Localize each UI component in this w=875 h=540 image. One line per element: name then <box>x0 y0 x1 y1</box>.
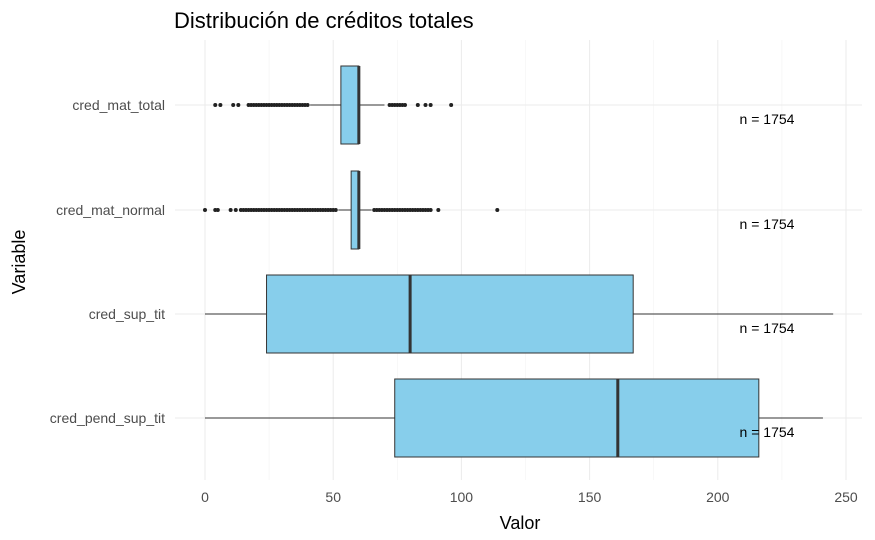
outlier-point <box>428 103 433 107</box>
outlier-point <box>228 208 233 212</box>
outlier-point <box>233 208 238 212</box>
outlier-point <box>203 208 207 212</box>
tick-layer: 0 50 100 150 200 250 cred_mat_total cred_mat_no… <box>50 97 858 505</box>
outlier-point <box>236 103 241 107</box>
outlier-point <box>215 208 220 212</box>
box-group-cred-mat-normal <box>203 170 500 250</box>
chart-title: Distribución de créditos totales <box>174 8 474 33</box>
box-iqr <box>394 378 760 458</box>
outlier-point <box>333 208 338 212</box>
annotation-layer: n = 1754 n = 1754 n = 1754 n = 1754 <box>740 111 795 440</box>
outlier-point <box>495 208 500 212</box>
n-annotation: n = 1754 <box>740 424 795 440</box>
x-tick-label: 200 <box>706 489 730 505</box>
x-tick-label: 250 <box>834 489 858 505</box>
box-iqr <box>340 65 360 145</box>
outlier-point <box>428 208 433 212</box>
y-axis-title: Variable <box>9 230 29 295</box>
outlier-point <box>436 208 441 212</box>
y-tick-label: cred_mat_total <box>72 97 165 113</box>
box-layer <box>203 65 834 458</box>
box-group-cred-pend-sup-tit <box>205 378 823 458</box>
x-tick-label: 0 <box>201 489 209 505</box>
outlier-point <box>415 103 420 107</box>
box-group-cred-mat-total <box>213 65 454 145</box>
y-tick-label: cred_pend_sup_tit <box>50 410 165 426</box>
x-tick-label: 100 <box>450 489 474 505</box>
x-tick-label: 150 <box>578 489 602 505</box>
outlier-point <box>402 103 407 107</box>
box-group-cred-sup-tit <box>205 274 834 354</box>
outlier-point <box>305 103 310 107</box>
x-tick-label: 50 <box>325 489 341 505</box>
n-annotation: n = 1754 <box>740 111 795 127</box>
n-annotation: n = 1754 <box>740 320 795 336</box>
outlier-point <box>423 103 428 107</box>
y-tick-label: cred_sup_tit <box>89 306 165 322</box>
outlier-point <box>213 103 218 107</box>
n-annotation: n = 1754 <box>740 216 795 232</box>
outlier-point <box>449 103 454 107</box>
x-axis-title: Valor <box>500 513 541 533</box>
box-iqr <box>266 274 634 354</box>
y-tick-label: cred_mat_normal <box>56 202 165 218</box>
outlier-point <box>218 103 223 107</box>
outlier-point <box>231 103 236 107</box>
